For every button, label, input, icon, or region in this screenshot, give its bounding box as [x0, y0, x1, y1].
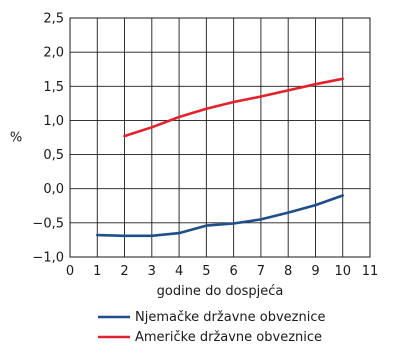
- x-tick-label: 9: [311, 264, 319, 279]
- x-tick-label: 8: [284, 264, 292, 279]
- y-tick-label: 2,5: [43, 12, 64, 27]
- y-tick-labels: 2,5 2,0 1,5 1,0 0,5 0,0 −0,5 −1,0: [32, 12, 64, 266]
- y-axis-label: %: [10, 131, 22, 146]
- grid-lines: [70, 18, 370, 257]
- x-tick-label: 6: [229, 264, 237, 279]
- x-tick-label: 11: [362, 264, 379, 279]
- legend-label: Američke državne obveznice: [135, 330, 322, 345]
- plot-frame: [69, 17, 371, 258]
- x-tick-label: 4: [175, 264, 183, 279]
- x-tick-label: 0: [66, 264, 74, 279]
- y-tick-label: 2,0: [43, 46, 64, 61]
- x-tick-label: 1: [93, 264, 101, 279]
- x-tick-label: 2: [120, 264, 128, 279]
- y-tick-label: −1,0: [32, 251, 64, 266]
- y-tick-label: 1,5: [43, 80, 64, 95]
- x-tick-label: 7: [257, 264, 265, 279]
- series-line-0: [96, 194, 345, 238]
- y-tick-label: 0,0: [43, 182, 64, 197]
- legend-label: Njemačke državne obveznice: [135, 310, 325, 325]
- x-axis-label: godine do dospjeća: [157, 284, 284, 299]
- series-lines: [96, 77, 345, 238]
- y-tick-label: 0,5: [43, 148, 64, 163]
- y-tick-label: 1,0: [43, 114, 64, 129]
- x-tick-label: 3: [148, 264, 156, 279]
- x-tick-labels: 0 1 2 3 4 5 6 7 8 9 10 11: [66, 264, 378, 279]
- y-tick-label: −0,5: [32, 216, 64, 231]
- legend: Njemačke državne obveznice Američke držav…: [98, 310, 325, 345]
- series-line-1: [123, 77, 345, 138]
- x-tick-label: 5: [202, 264, 210, 279]
- x-tick-label: 10: [334, 264, 351, 279]
